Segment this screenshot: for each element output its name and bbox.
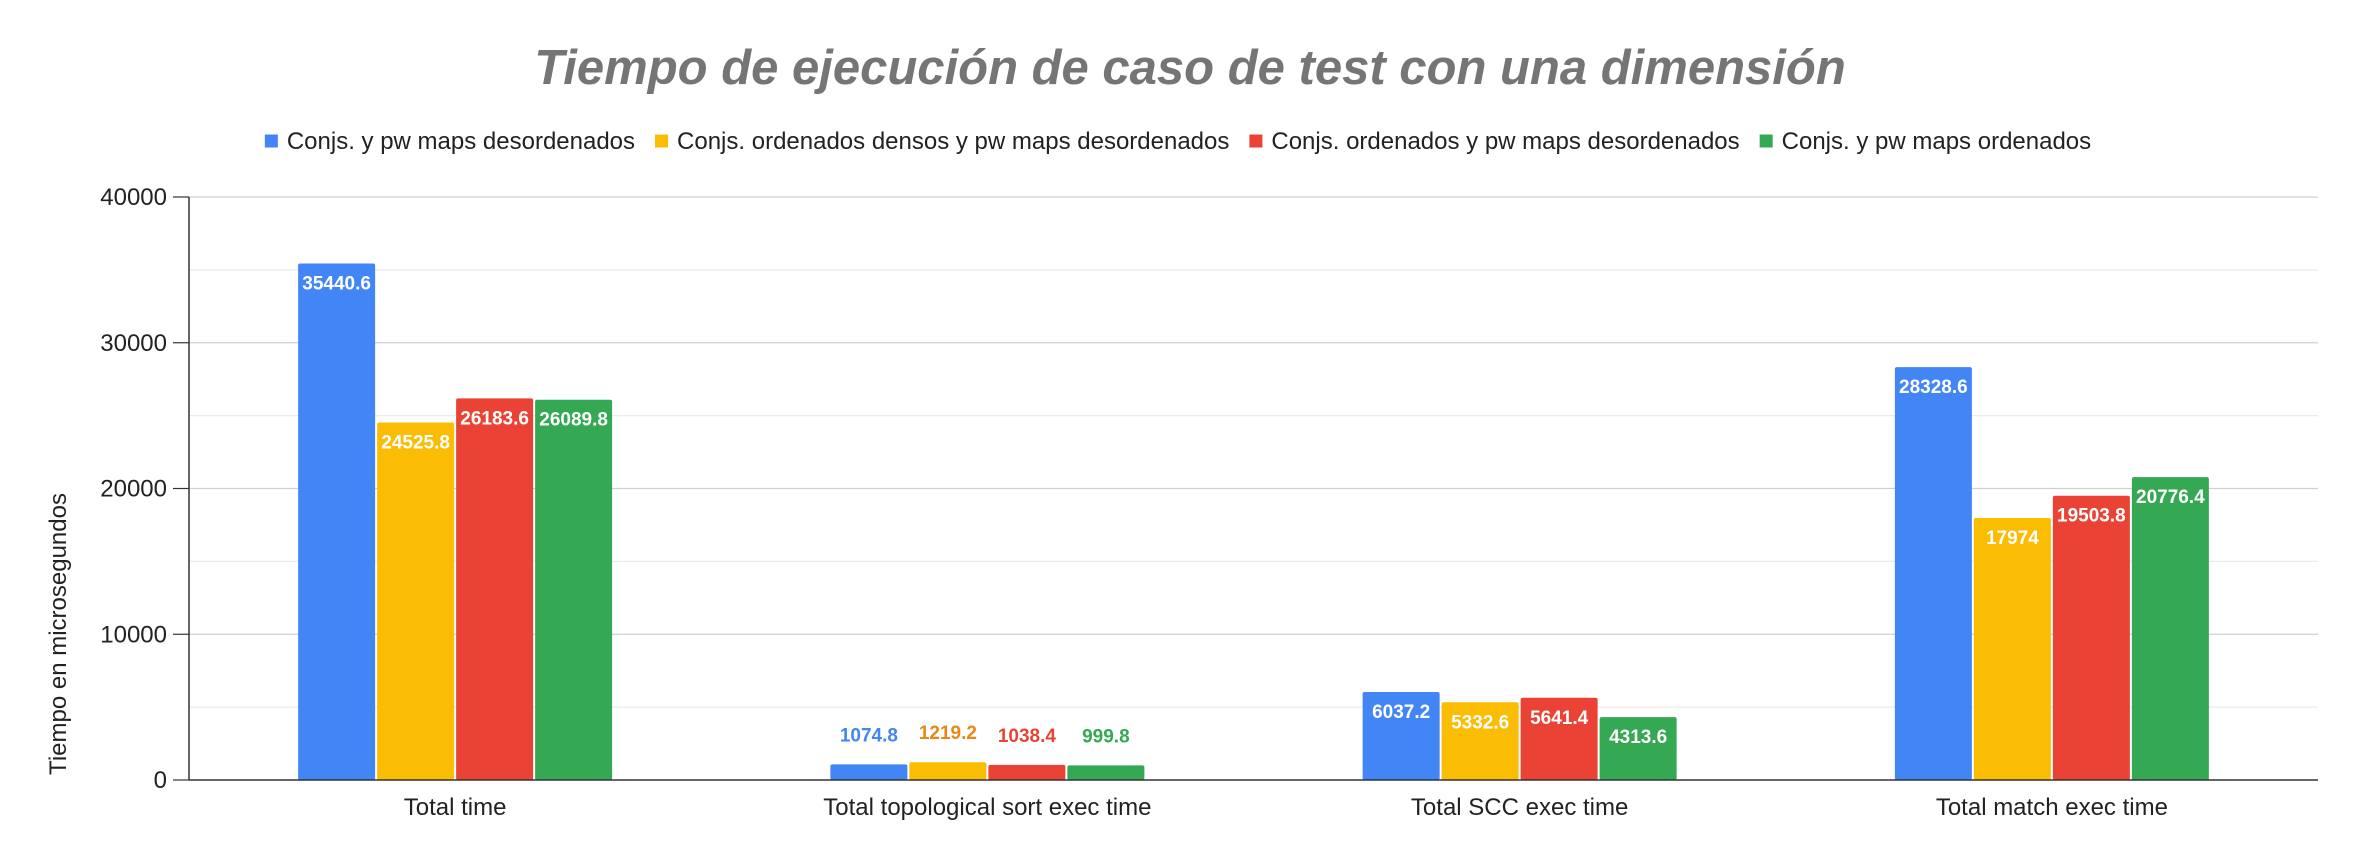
legend-swatch bbox=[264, 134, 278, 148]
bar-value-label: 999.8 bbox=[1082, 726, 1130, 747]
bar-value-label: 5641.4 bbox=[1530, 708, 1589, 729]
legend-swatch bbox=[1249, 134, 1263, 148]
bar-value-label: 24525.8 bbox=[381, 433, 450, 454]
bar-value-label: 1219.2 bbox=[919, 723, 977, 744]
bar bbox=[1973, 518, 2051, 780]
x-category-label: Total match exec time bbox=[1936, 794, 2168, 821]
bar bbox=[2131, 477, 2209, 780]
y-axis-ticks: 0 10000 20000 30000 40000 bbox=[100, 184, 189, 794]
legend-item: Conjs. ordenados y pw maps desordenados bbox=[1249, 128, 1740, 155]
bar bbox=[1894, 367, 1972, 780]
bar bbox=[1599, 717, 1677, 780]
x-category-label: Total SCC exec time bbox=[1411, 794, 1628, 821]
bar-value-label: 28328.6 bbox=[1899, 377, 1968, 398]
y-tick-label: 20000 bbox=[100, 476, 167, 503]
legend-label: Conjs. y pw maps desordenados bbox=[287, 128, 635, 155]
bar bbox=[1441, 702, 1519, 780]
data-labels: 35440.6 24525.8 26183.6 26089.8 1074.8 1219.2… bbox=[302, 273, 2205, 748]
bar-value-label: 1038.4 bbox=[998, 726, 1057, 747]
bar bbox=[909, 762, 987, 780]
legend-swatch bbox=[1759, 134, 1773, 148]
y-tick-label: 30000 bbox=[100, 330, 167, 357]
bar bbox=[1362, 692, 1440, 780]
bars bbox=[298, 263, 2209, 780]
legend: Conjs. y pw maps desordenados Conjs. orde… bbox=[264, 128, 2092, 155]
bar bbox=[298, 263, 376, 780]
bar-value-label: 5332.6 bbox=[1451, 712, 1509, 733]
bar-value-label: 6037.2 bbox=[1372, 702, 1430, 723]
bar bbox=[456, 398, 534, 780]
x-axis-category-labels: Total time Total topological sort exec ti… bbox=[404, 794, 2168, 821]
y-axis-title: Tiempo en microsegundos bbox=[45, 493, 72, 775]
bar bbox=[377, 422, 455, 780]
legend-item: Conjs. y pw maps ordenados bbox=[1759, 128, 2092, 155]
bar-value-label: 20776.4 bbox=[2136, 487, 2205, 508]
legend-label: Conjs. y pw maps ordenados bbox=[1782, 128, 2092, 155]
legend-item: Conjs. y pw maps desordenados bbox=[264, 128, 635, 155]
bar bbox=[2052, 495, 2130, 780]
legend-swatch bbox=[655, 134, 669, 148]
x-category-label: Total topological sort exec time bbox=[823, 794, 1151, 821]
bar-value-label: 26089.8 bbox=[539, 410, 608, 431]
bar bbox=[1520, 697, 1598, 780]
bar bbox=[988, 764, 1066, 780]
bar-value-label: 26183.6 bbox=[460, 408, 529, 429]
bar-value-label: 35440.6 bbox=[302, 273, 371, 294]
bar bbox=[535, 399, 613, 780]
legend-label: Conjs. ordenados y pw maps desordenados bbox=[1271, 128, 1739, 155]
y-tick-label: 0 bbox=[154, 767, 167, 794]
legend-item: Conjs. ordenados densos y pw maps desord… bbox=[655, 128, 1229, 155]
legend-label: Conjs. ordenados densos y pw maps desord… bbox=[677, 128, 1229, 155]
x-category-label: Total time bbox=[404, 794, 507, 821]
bar-value-label: 19503.8 bbox=[2057, 506, 2126, 527]
y-tick-label: 40000 bbox=[100, 184, 167, 211]
bar bbox=[1067, 765, 1145, 780]
y-tick-label: 10000 bbox=[100, 621, 167, 648]
bar-value-label: 17974 bbox=[1986, 528, 2039, 549]
bar-value-label: 1074.8 bbox=[840, 725, 898, 746]
chart-title: Tiempo de ejecución de caso de test con … bbox=[534, 41, 1846, 95]
bar-value-label: 4313.6 bbox=[1609, 727, 1667, 748]
bar bbox=[830, 764, 908, 780]
